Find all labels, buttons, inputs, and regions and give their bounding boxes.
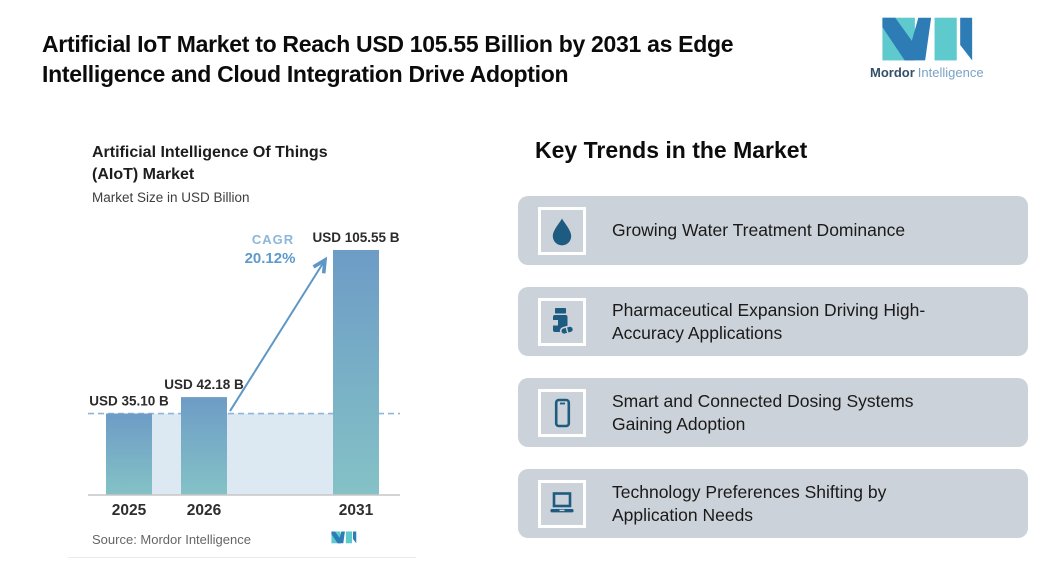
chart-subtitle: Market Size in USD Billion <box>92 190 250 205</box>
bar-2025 <box>106 413 152 495</box>
brand-wordmark: Mordor Intelligence <box>870 65 984 80</box>
mordor-intelligence-mini-logo-icon <box>331 531 357 544</box>
trend-label: Technology Preferences Shifting by Appli… <box>612 481 887 525</box>
x-axis-label: 2026 <box>187 502 222 519</box>
trend-list: Growing Water Treatment Dominance Pharma… <box>518 196 1028 538</box>
bar-value-label: USD 35.10 B <box>89 394 169 409</box>
trend-card-technology-preferences: Technology Preferences Shifting by Appli… <box>518 469 1028 538</box>
trend-card-water-treatment: Growing Water Treatment Dominance <box>518 196 1028 265</box>
x-axis-label: 2025 <box>112 502 147 519</box>
chart-source: Source: Mordor Intelligence <box>92 532 251 547</box>
page-title-line2: Intelligence and Cloud Integration Drive… <box>42 61 569 87</box>
trend-label: Smart and Connected Dosing Systems Gaini… <box>612 390 914 434</box>
page-title-line1: Artificial IoT Market to Reach USD 105.5… <box>42 31 734 57</box>
trend-icon-box <box>538 297 586 346</box>
cagr-value: 20.12% <box>245 250 296 267</box>
bar-value-label: USD 105.55 B <box>312 230 399 245</box>
brand-logo: Mordor Intelligence <box>870 16 984 80</box>
trend-card-dosing-systems: Smart and Connected Dosing Systems Gaini… <box>518 378 1028 447</box>
trend-card-pharmaceutical: Pharmaceutical Expansion Driving High-Ac… <box>518 287 1028 356</box>
trend-icon-box <box>538 479 586 528</box>
pill-bottle-icon <box>553 307 575 335</box>
smartphone-icon <box>554 398 571 427</box>
bar-2026 <box>181 397 227 495</box>
trend-label: Growing Water Treatment Dominance <box>612 220 906 240</box>
trend-icon-box <box>538 206 586 255</box>
brand-name-secondary: Intelligence <box>917 65 984 80</box>
trend-icon-box <box>538 388 586 437</box>
mordor-intelligence-logo-icon <box>882 17 973 61</box>
x-axis-label: 2031 <box>339 502 374 519</box>
trends-heading: Key Trends in the Market <box>535 137 808 163</box>
chart-title: Artificial Intelligence Of Things (AIoT)… <box>92 142 328 186</box>
bar-chart: USD 35.10 B 2025 USD 42.18 B 2026 USD 105.55… <box>88 230 400 519</box>
trend-label: Pharmaceutical Expansion Driving High-Ac… <box>612 299 926 343</box>
chart-title-line2: (AIoT) Market <box>92 166 195 183</box>
cagr-label: CAGR <box>252 232 294 247</box>
brand-name-primary: Mordor <box>870 65 915 80</box>
laptop-icon <box>550 491 574 512</box>
bar-2031 <box>333 250 379 495</box>
bar-value-label: USD 42.18 B <box>164 377 244 392</box>
page-title: Artificial IoT Market to Reach USD 105.5… <box>42 29 733 89</box>
market-size-chart-card: Artificial Intelligence Of Things (AIoT)… <box>68 128 416 558</box>
chart-title-line1: Artificial Intelligence Of Things <box>92 144 328 161</box>
water-drop-icon <box>552 218 572 245</box>
cagr-arrow <box>229 256 328 412</box>
